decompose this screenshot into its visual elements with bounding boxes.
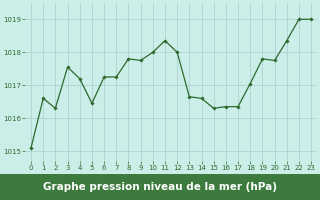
Text: Graphe pression niveau de la mer (hPa): Graphe pression niveau de la mer (hPa): [43, 182, 277, 192]
